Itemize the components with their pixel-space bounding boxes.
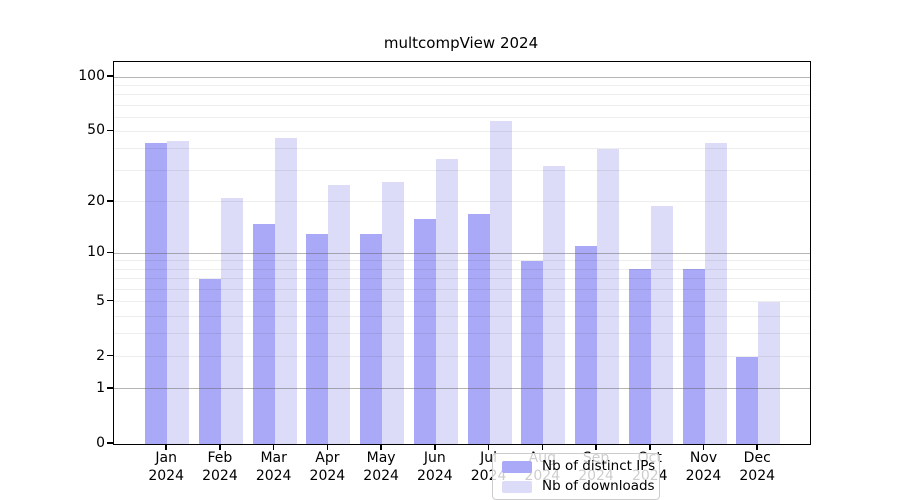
legend-label-downloads: Nb of downloads (542, 478, 655, 494)
bar-distinct-ips (198, 278, 221, 444)
x-tick-mark (595, 444, 597, 450)
x-tick-mark (702, 444, 705, 450)
gridline-minor (114, 104, 810, 106)
bar-distinct-ips (145, 143, 168, 444)
x-tick-mark (541, 444, 544, 450)
x-tick-month: May (366, 450, 396, 466)
bar-downloads (597, 148, 620, 444)
gridline-minor (114, 116, 810, 118)
x-tick-label: May 2024 (346, 449, 416, 485)
y-tick-mark (107, 251, 113, 254)
bar-distinct-ips (252, 223, 275, 444)
bar-distinct-ips (575, 246, 598, 444)
bar-downloads (167, 141, 190, 444)
bar-distinct-ips (628, 269, 651, 444)
bar-distinct-ips (467, 214, 490, 444)
x-tick-label: Feb 2024 (185, 449, 255, 485)
bar-downloads (382, 181, 405, 444)
x-tick-mark (165, 444, 167, 450)
x-tick-year: 2024 (148, 468, 184, 484)
x-tick-month: Mar (260, 450, 287, 466)
y-tick-label: 20 (87, 192, 105, 209)
bar-downloads (758, 301, 781, 444)
x-tick-mark (434, 444, 436, 450)
legend-swatch-downloads (502, 480, 532, 493)
y-tick-mark (107, 442, 113, 444)
bar-distinct-ips (360, 234, 383, 444)
x-tick-year: 2024 (739, 468, 776, 484)
legend-item-distinct-ips: Nb of distinct IPs (502, 459, 655, 474)
y-tick-label: 0 (96, 435, 105, 451)
x-tick-mark (756, 444, 758, 450)
x-tick-year: 2024 (202, 468, 238, 484)
bar-distinct-ips (682, 269, 705, 444)
y-tick-mark (107, 354, 113, 357)
y-tick-label: 10 (87, 244, 105, 261)
x-tick-mark (380, 444, 382, 450)
bar-downloads (543, 166, 566, 444)
x-tick-mark (649, 444, 651, 450)
gridline-minor (114, 94, 810, 96)
x-tick-label: Mar 2024 (239, 449, 309, 485)
gridline-major (114, 76, 810, 78)
bar-distinct-ips (306, 234, 329, 444)
x-tick-month: Jun (423, 450, 446, 466)
x-tick-label: Apr 2024 (292, 449, 362, 485)
x-tick-year: 2024 (255, 468, 292, 484)
y-tick-label: 5 (96, 292, 105, 309)
bar-downloads (220, 198, 243, 444)
y-tick-mark (107, 299, 113, 302)
x-tick-month: Jan (155, 450, 177, 466)
y-tick-mark (107, 200, 113, 202)
x-tick-label: Jan 2024 (131, 449, 201, 485)
plot-area: Nb of distinct IPs Nb of downloads (113, 61, 811, 500)
legend-swatch-distinct-ips (502, 460, 532, 473)
y-tick-label: 50 (87, 122, 105, 139)
x-tick-label: Jun 2024 (400, 449, 470, 485)
legend-item-downloads: Nb of downloads (502, 479, 655, 494)
x-tick-year: 2024 (363, 468, 399, 484)
bar-distinct-ips (736, 356, 759, 444)
x-tick-month: Nov (689, 450, 718, 466)
bar-downloads (489, 121, 512, 444)
chart-title: multcompView 2024 (383, 34, 539, 52)
gridline-minor (114, 130, 810, 132)
x-tick-mark (326, 444, 329, 450)
bar-downloads (650, 205, 673, 444)
y-tick-label: 2 (96, 347, 105, 364)
x-tick-month: Apr (315, 450, 340, 466)
legend: Nb of distinct IPs Nb of downloads (492, 453, 660, 500)
x-tick-mark (272, 444, 275, 450)
x-tick-year: 2024 (309, 468, 346, 484)
bar-distinct-ips (413, 218, 436, 444)
legend-label-distinct-ips: Nb of distinct IPs (542, 458, 656, 474)
bar-downloads (328, 184, 351, 444)
x-tick-mark (219, 444, 221, 450)
y-tick-label: 100 (78, 68, 105, 85)
x-tick-year: 2024 (417, 468, 453, 484)
bar-downloads (704, 143, 727, 444)
y-tick-mark (107, 387, 113, 389)
x-tick-label: Nov 2024 (669, 449, 739, 485)
x-tick-month: Dec (743, 450, 771, 466)
bar-distinct-ips (521, 260, 544, 444)
gridline-minor (114, 84, 810, 86)
y-tick-mark (107, 129, 113, 132)
bar-downloads (274, 137, 297, 444)
y-tick-label: 1 (96, 379, 105, 396)
x-tick-label: Dec 2024 (722, 449, 792, 485)
y-tick-mark (107, 75, 113, 77)
x-tick-mark (487, 444, 490, 450)
x-tick-month: Feb (207, 450, 233, 466)
bar-downloads (435, 159, 458, 444)
x-tick-year: 2024 (685, 468, 722, 484)
